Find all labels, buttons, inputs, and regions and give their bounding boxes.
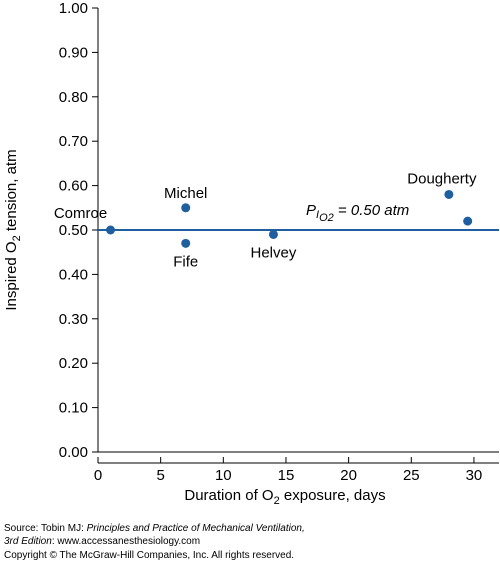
data-points: Comroe Michel Fife Helvey Dougherty: [54, 170, 477, 270]
source-url: : www.accessanesthesiology.com: [51, 536, 201, 547]
source-prefix: Source: Tobin MJ:: [4, 523, 87, 534]
x-tick-label: 10: [215, 467, 232, 484]
x-tick-label: 30: [466, 467, 483, 484]
y-tick-label: 0.90: [59, 44, 88, 61]
x-tick-label: 0: [94, 467, 102, 484]
data-point: [181, 203, 191, 213]
y-tick-label: 0.30: [59, 311, 88, 328]
y-tick-label: 0.50: [59, 222, 88, 239]
data-point-label: Dougherty: [407, 170, 477, 187]
y-tick-label: 0.70: [59, 133, 88, 150]
data-point-label: Fife: [173, 253, 198, 270]
y-tick-label: 0.10: [59, 400, 88, 417]
axes: 0.00 0.10 0.20 0.30 0.40 0.50 0.60 0.70 0.80 0.90…: [59, 0, 499, 484]
data-point-label: Michel: [164, 185, 207, 202]
x-tick-label: 5: [156, 467, 164, 484]
data-point-label: Helvey: [251, 244, 297, 261]
source-line-2: 3rd Edition: www.accessanesthesiology.co…: [4, 536, 496, 548]
y-tick-label: 0.40: [59, 266, 88, 283]
data-point: [268, 229, 278, 239]
x-tick-label: 20: [340, 467, 357, 484]
copyright-line: Copyright © The McGraw-Hill Companies, I…: [4, 550, 496, 562]
y-tick-label: 0.00: [59, 444, 88, 461]
y-tick-label: 1.00: [59, 0, 88, 17]
y-axis-title: Inspired O2 tension, atm: [3, 149, 23, 310]
x-tick-label: 15: [278, 467, 295, 484]
reference-line-label: PIO2 = 0.50 atm: [306, 202, 409, 224]
y-tick-label: 0.20: [59, 355, 88, 372]
reference-line-group: PIO2 = 0.50 atm: [98, 202, 499, 231]
source-edition: 3rd Edition: [4, 536, 52, 547]
x-tick-label: 25: [403, 467, 420, 484]
data-point: [106, 225, 116, 235]
source-book-title: Principles and Practice of Mechanical Ve…: [86, 523, 305, 534]
data-point: [181, 238, 191, 248]
source-line-1: Source: Tobin MJ: Principles and Practic…: [4, 523, 496, 535]
y-tick-label: 0.80: [59, 89, 88, 106]
scatter-chart: 0.00 0.10 0.20 0.30 0.40 0.50 0.60 0.70 0.80 0.90…: [3, 0, 499, 507]
y-tick-label: 0.60: [59, 178, 88, 195]
x-axis-title: Duration of O2 exposure, days: [184, 487, 385, 507]
data-point: [463, 216, 473, 226]
data-point-label: Comroe: [54, 205, 107, 222]
data-point: [444, 189, 454, 199]
copyright-text: Copyright © The McGraw-Hill Companies, I…: [4, 550, 295, 561]
